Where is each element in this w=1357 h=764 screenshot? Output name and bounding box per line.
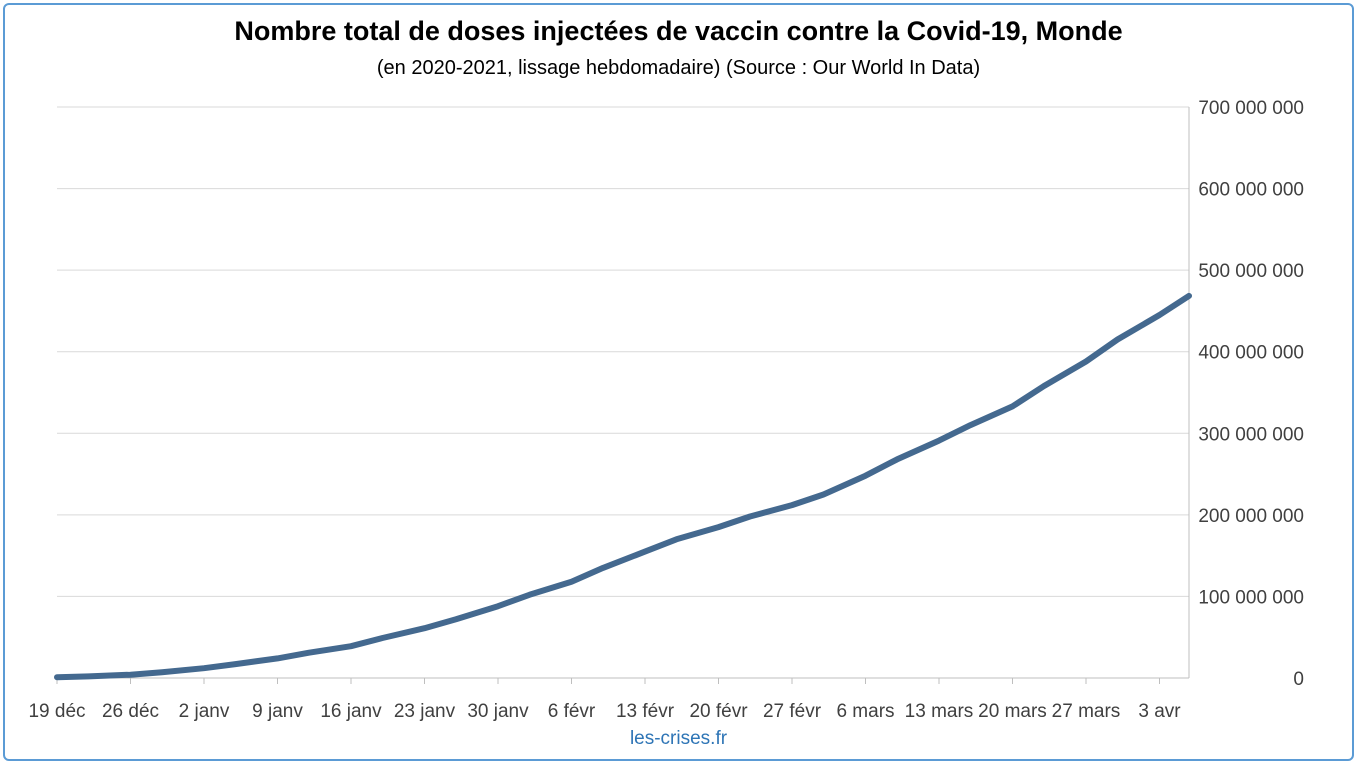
source-label: les-crises.fr [629,728,728,749]
y-tick-label: 500 000 000 [1198,261,1304,282]
x-tick-label: 13 févr [616,701,675,722]
x-tick-label: 2 janv [179,701,230,722]
y-tick-label: 100 000 000 [1198,587,1304,608]
y-tick-label: 700 000 000 [1198,98,1304,119]
x-tick-label: 20 févr [689,701,748,722]
x-tick-label: 26 déc [102,701,159,722]
x-tick-label: 27 févr [763,701,822,722]
x-tick-label: 19 déc [28,701,85,722]
chart-subtitle: (en 2020-2021, lissage hebdomadaire) (So… [376,57,981,79]
x-tick-label: 23 janv [394,701,456,722]
x-tick-label: 30 janv [467,701,529,722]
y-tick-label: 600 000 000 [1198,180,1304,201]
axes [56,107,1190,684]
chart-title: Nombre total de doses injectées de vacci… [234,16,1123,46]
y-tick-labels: 0 100 000 000 200 000 000 300 000 000 400 00… [1198,98,1304,690]
x-tick-label: 13 mars [905,701,974,722]
y-tick-label: 400 000 000 [1198,343,1304,364]
y-tick-label: 0 [1293,669,1304,690]
series-line-total-doses [54,292,1192,681]
x-tick-label: 6 févr [548,701,596,722]
series-group [54,292,1192,681]
x-tick-label: 3 avr [1138,701,1181,722]
x-tick-label: 27 mars [1052,701,1121,722]
x-tick-label: 20 mars [978,701,1047,722]
x-tick-label: 9 janv [252,701,303,722]
y-tick-label: 200 000 000 [1198,506,1304,527]
x-tick-label: 6 mars [836,701,894,722]
chart-frame [3,3,1354,761]
x-tick-labels: 19 déc 26 déc 2 janv 9 janv 16 janv 23 janv 30… [28,701,1181,722]
x-tick-label: 16 janv [320,701,382,722]
gridlines [57,106,1189,597]
y-tick-label: 300 000 000 [1198,424,1304,445]
